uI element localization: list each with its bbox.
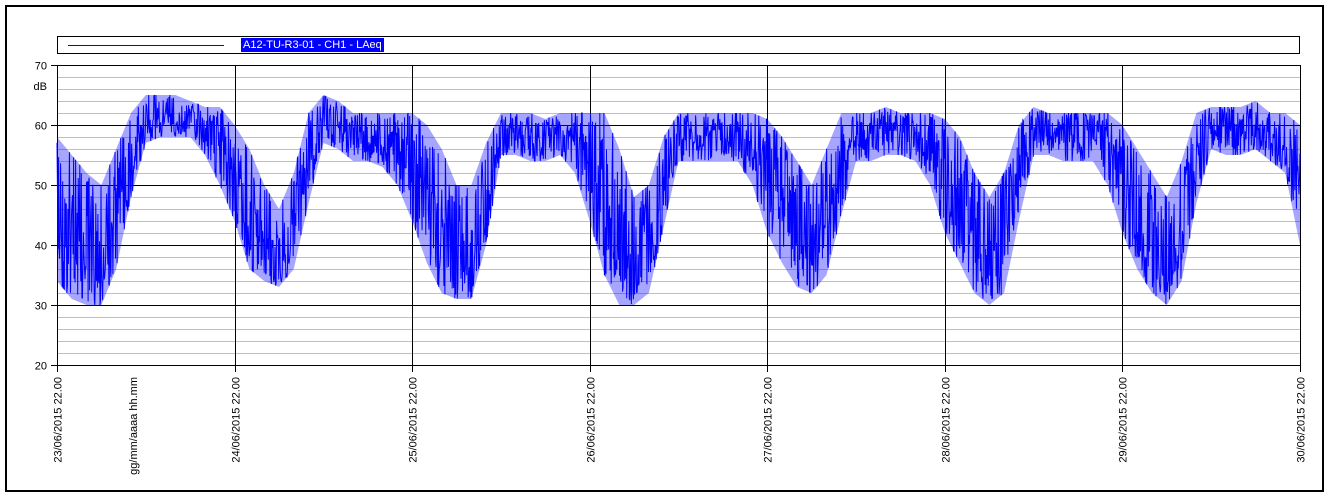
y-tick-label: 40 xyxy=(35,241,47,253)
y-tick-label: 30 xyxy=(35,301,47,313)
x-tick-label: 27/06/2015 22.00 xyxy=(763,377,775,463)
series-line xyxy=(56,94,1301,306)
x-tick-label: 23/06/2015 22.00 xyxy=(53,377,65,463)
x-axis-format-label: gg/mm/aaaa hh.mm xyxy=(128,377,140,475)
x-tick-label: 29/06/2015 22.00 xyxy=(1118,377,1130,463)
axis-labels: 20 30 40 50 60 70 dB 23/06/2015 22.00 24/06/2015… xyxy=(34,61,1308,475)
y-axis-label: dB xyxy=(34,81,47,93)
grid-lines xyxy=(57,65,1301,366)
y-tick-label: 60 xyxy=(35,121,47,133)
data-series xyxy=(56,94,1301,306)
chart-frame xyxy=(5,5,1324,492)
x-tick-label: 24/06/2015 22.00 xyxy=(231,377,243,463)
x-tick-label: 25/06/2015 22.00 xyxy=(408,377,420,463)
y-tick-label: 70 xyxy=(35,61,47,73)
y-tick-label: 20 xyxy=(35,361,47,373)
x-tick-label: 26/06/2015 22.00 xyxy=(586,377,598,463)
chart-legend: A12-TU-R3-01 - CH1 - LAeq xyxy=(57,36,1300,54)
y-tick-label: 50 xyxy=(35,181,47,193)
legend-series-swatch xyxy=(68,45,224,46)
legend-series-label: A12-TU-R3-01 - CH1 - LAeq xyxy=(241,38,384,52)
x-tick-label: 30/06/2015 22.00 xyxy=(1296,377,1308,463)
x-tick-label: 28/06/2015 22.00 xyxy=(941,377,953,463)
